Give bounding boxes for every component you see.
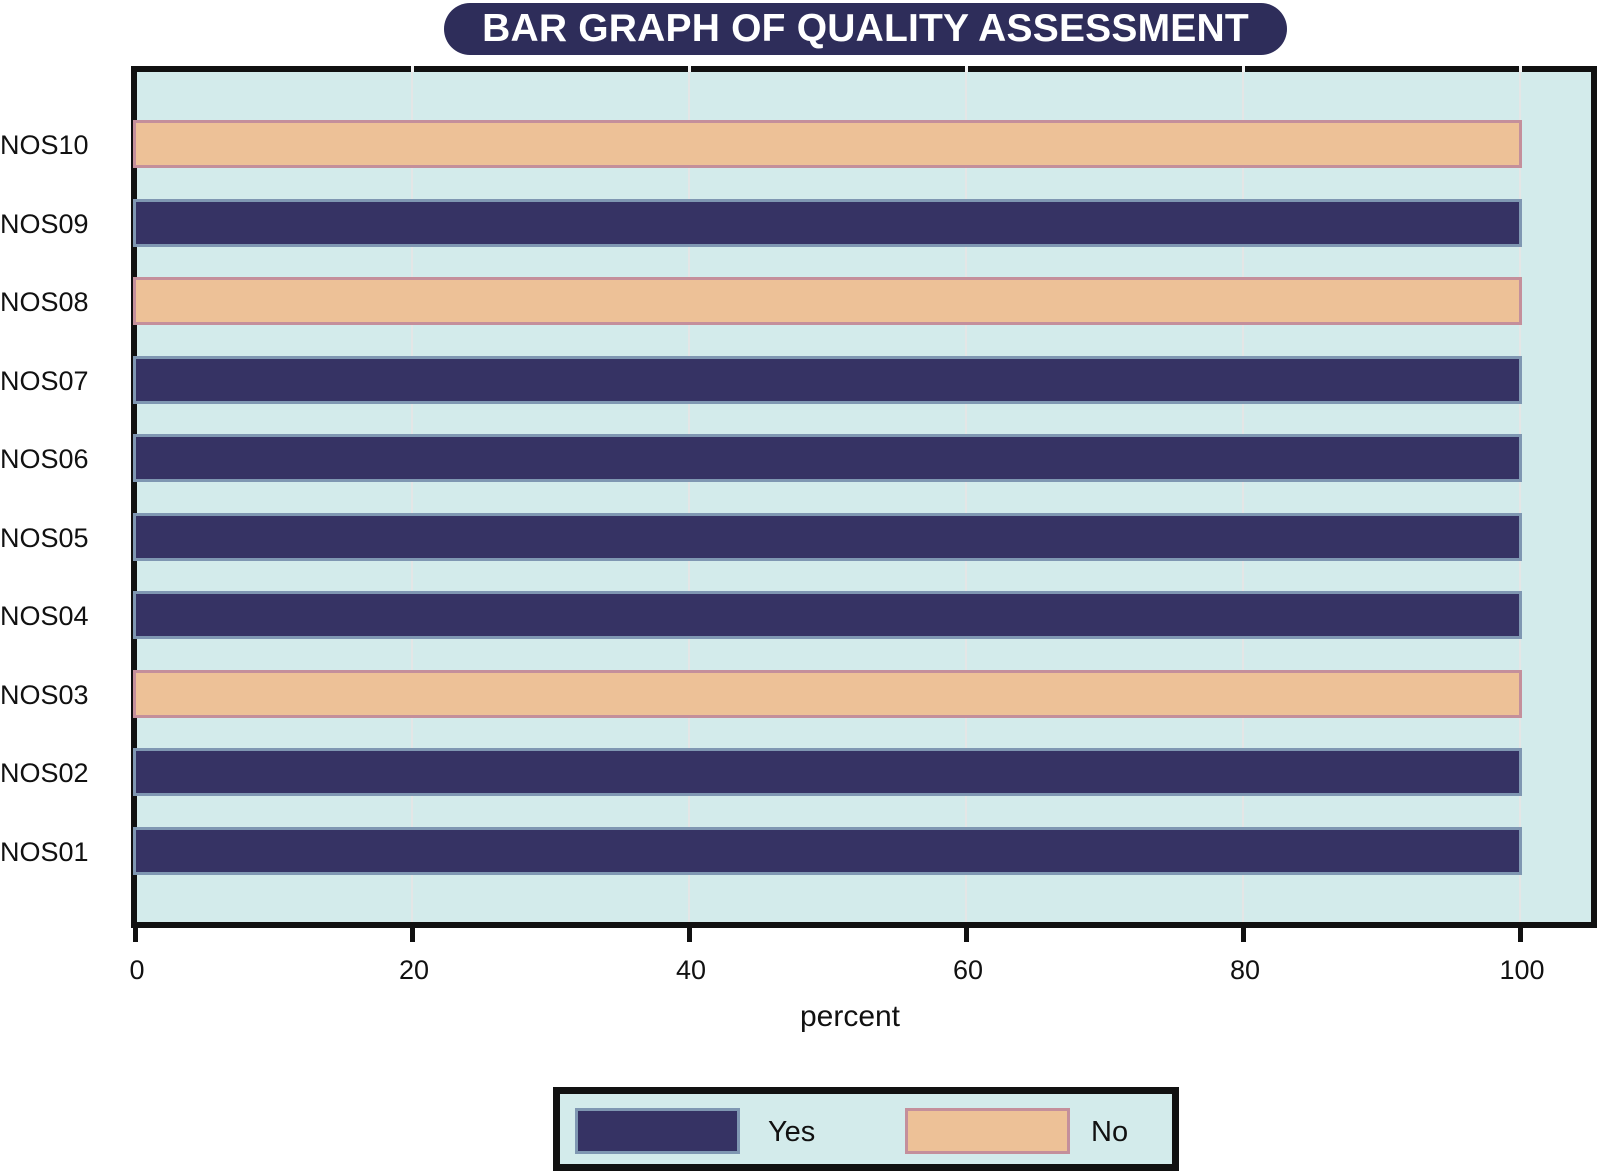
x-tick	[1518, 928, 1523, 942]
gridline	[1519, 72, 1521, 922]
gridline	[1242, 72, 1244, 922]
legend-swatch-yes	[575, 1108, 740, 1154]
x-tick	[410, 928, 415, 942]
bar-nos09	[133, 198, 1522, 247]
x-tick-label: 100	[1499, 955, 1545, 985]
plot-area	[131, 66, 1597, 928]
bar-nos06	[133, 434, 1522, 482]
legend: Yes No	[553, 1087, 1179, 1171]
legend-label-no: No	[1091, 1116, 1129, 1148]
y-tick-label: NOS03	[0, 679, 89, 710]
x-tick-label: 20	[398, 955, 430, 985]
bar-nos03	[133, 669, 1522, 718]
top-tick-mark	[688, 66, 691, 72]
y-tick-label: NOS05	[0, 522, 89, 553]
x-tick-label: 60	[952, 955, 984, 985]
x-tick	[964, 928, 969, 942]
x-tick	[133, 928, 138, 942]
bar-nos04	[133, 591, 1522, 639]
gridline	[965, 72, 967, 922]
x-tick-label: 80	[1229, 955, 1261, 985]
top-tick-mark	[411, 66, 414, 72]
x-tick	[1241, 928, 1246, 942]
y-tick-label: NOS08	[0, 287, 89, 317]
x-tick	[687, 928, 692, 942]
y-tick-label: NOS02	[0, 758, 89, 788]
y-tick-label: NOS09	[0, 208, 89, 239]
chart-title: BAR GRAPH OF QUALITY ASSESSMENT	[444, 3, 1287, 55]
x-tick-label: 40	[675, 955, 707, 985]
bar-nos07	[133, 355, 1522, 404]
legend-swatch-no	[905, 1108, 1070, 1154]
y-tick-label: NOS06	[0, 444, 89, 474]
top-tick-mark	[1242, 66, 1245, 72]
legend-label-yes: Yes	[768, 1116, 816, 1148]
x-tick-label: 0	[129, 955, 145, 985]
y-tick-label: NOS10	[0, 130, 89, 160]
bar-nos08	[133, 277, 1522, 325]
x-axis-title: percent	[799, 1000, 901, 1033]
top-tick-mark	[1519, 66, 1522, 72]
bar-nos10	[133, 120, 1522, 168]
bar-nos05	[133, 512, 1522, 561]
top-tick-mark	[965, 66, 968, 72]
y-tick-label: NOS07	[0, 365, 89, 396]
bar-nos02	[133, 748, 1522, 796]
gridline	[411, 72, 413, 922]
gridline	[688, 72, 690, 922]
bar-nos01	[133, 826, 1522, 875]
y-tick-label: NOS04	[0, 601, 89, 631]
y-tick-label: NOS01	[0, 836, 89, 867]
